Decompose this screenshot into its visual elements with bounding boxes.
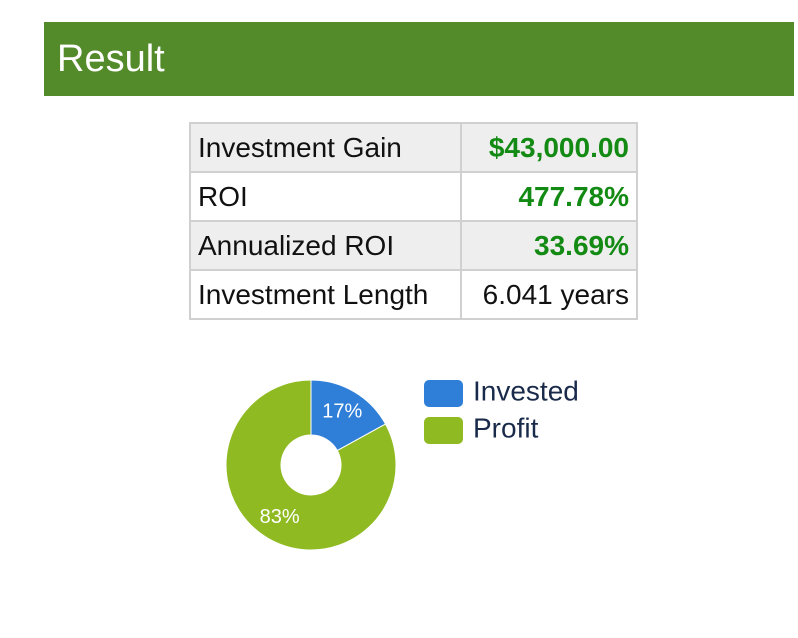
legend-swatch xyxy=(424,417,463,444)
table-row: Annualized ROI 33.69% xyxy=(189,220,638,271)
row-label: Investment Gain xyxy=(189,122,462,173)
row-label: Annualized ROI xyxy=(189,220,462,271)
slice-label: 17% xyxy=(322,400,362,422)
slice-label: 83% xyxy=(260,506,300,528)
legend-label: Profit xyxy=(473,412,539,443)
pie-slice xyxy=(225,379,397,551)
legend-label: Invested xyxy=(473,375,579,406)
table-row: Investment Length 6.041 years xyxy=(189,269,638,320)
row-label: Investment Length xyxy=(189,269,462,320)
row-value: $43,000.00 xyxy=(460,122,638,173)
row-value: 477.78% xyxy=(460,171,638,222)
row-value: 33.69% xyxy=(460,220,638,271)
row-label: ROI xyxy=(189,171,462,222)
header-title: Result xyxy=(57,38,165,80)
header-bar: Result xyxy=(44,22,794,96)
legend-swatch xyxy=(424,380,463,407)
chart: 17% 83% Invested Profit xyxy=(225,375,579,551)
row-value: 6.041 years xyxy=(460,269,638,320)
table-row: Investment Gain $43,000.00 xyxy=(189,122,638,173)
result-table: Investment Gain $43,000.00 ROI 477.78% Ann… xyxy=(189,122,638,320)
table-row: ROI 477.78% xyxy=(189,171,638,222)
